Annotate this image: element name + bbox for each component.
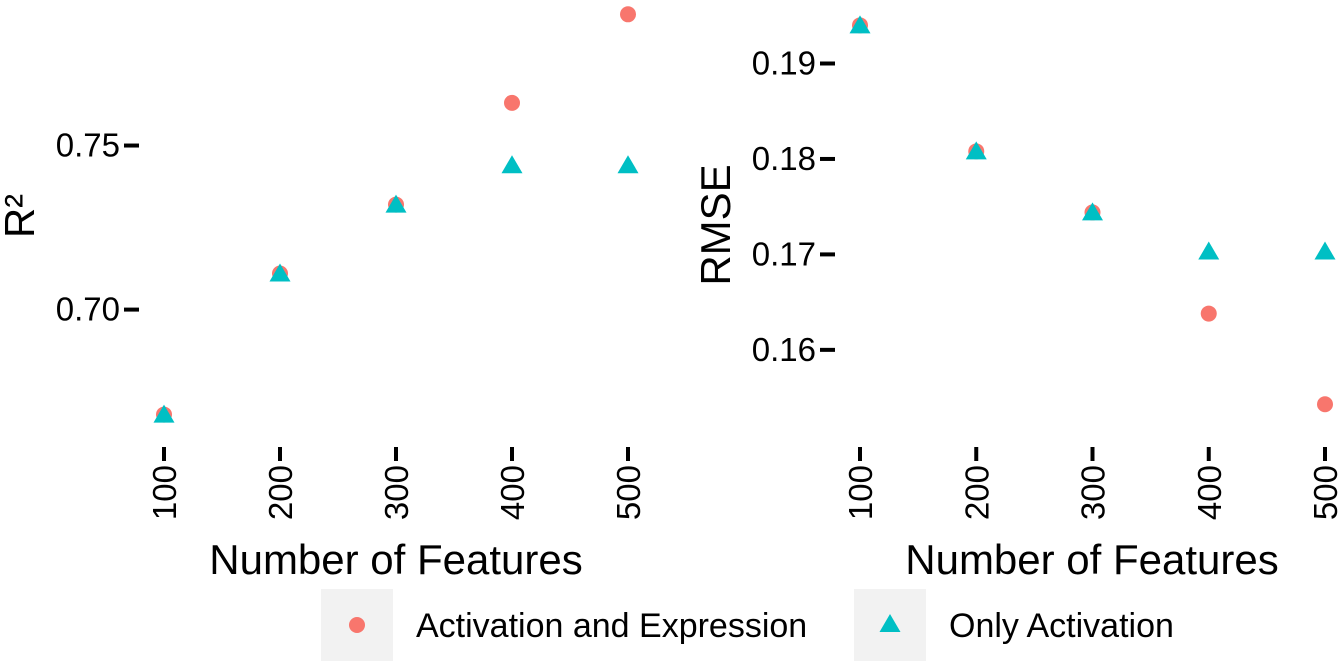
legend: Activation and Expression Only Activatio… bbox=[321, 589, 1174, 661]
point-only-activation bbox=[385, 194, 407, 213]
point-activation-and-expression bbox=[1200, 305, 1217, 322]
x-tick-label: 200 bbox=[262, 465, 299, 520]
y-tick-label: 0.70 bbox=[56, 291, 120, 328]
point-activation-and-expression bbox=[504, 94, 520, 111]
legend-marker-triangle bbox=[879, 614, 901, 632]
point-only-activation bbox=[1082, 202, 1103, 221]
point-only-activation bbox=[1198, 241, 1220, 260]
r2-x-axis-title: Number of Features bbox=[209, 536, 583, 583]
y-tick-label: 0.75 bbox=[56, 127, 120, 164]
point-only-activation bbox=[965, 141, 987, 160]
x-tick-label: 100 bbox=[842, 465, 879, 520]
x-tick-label: 500 bbox=[1307, 465, 1339, 520]
rmse-x-axis: 100 200 300 400 500 bbox=[842, 447, 1339, 520]
y-tick-label: 0.19 bbox=[752, 45, 816, 82]
r2-y-axis: 0.70 0.75 bbox=[56, 127, 139, 328]
r2-points bbox=[153, 6, 639, 423]
point-only-activation bbox=[501, 155, 523, 174]
rmse-x-axis-title: Number of Features bbox=[905, 536, 1279, 583]
r2-y-axis-title: R² bbox=[0, 194, 43, 238]
point-only-activation bbox=[617, 155, 639, 174]
point-only-activation bbox=[1314, 241, 1336, 260]
x-tick-label: 400 bbox=[494, 465, 531, 520]
rmse-y-axis-title: RMSE bbox=[692, 164, 739, 285]
y-tick-label: 0.18 bbox=[752, 140, 816, 177]
rmse-y-axis: 0.16 0.17 0.18 0.19 bbox=[752, 45, 835, 368]
point-activation-and-expression bbox=[620, 6, 636, 23]
legend-marker-circle bbox=[349, 617, 365, 633]
x-tick-label: 500 bbox=[610, 465, 647, 520]
x-tick-label: 200 bbox=[958, 465, 995, 520]
legend-label-only-activation: Only Activation bbox=[949, 607, 1174, 645]
r2-x-axis: 100 200 300 400 500 bbox=[146, 447, 647, 520]
x-tick-label: 300 bbox=[1075, 465, 1112, 520]
rmse-panel: 0.16 0.17 0.18 0.19 100 200 300 400 500 RMSE Nu… bbox=[692, 15, 1339, 583]
point-only-activation bbox=[849, 15, 871, 34]
y-tick-label: 0.16 bbox=[752, 331, 816, 368]
x-tick-label: 100 bbox=[146, 465, 183, 520]
point-only-activation bbox=[153, 404, 175, 423]
legend-label-activation-and-expression: Activation and Expression bbox=[416, 607, 807, 645]
x-tick-label: 400 bbox=[1191, 465, 1228, 520]
y-tick-label: 0.17 bbox=[752, 235, 816, 272]
rmse-points bbox=[849, 15, 1336, 413]
x-tick-label: 300 bbox=[378, 465, 415, 520]
point-only-activation bbox=[269, 263, 291, 282]
r2-panel: 0.70 0.75 100 200 300 400 500 R² Number of Fe… bbox=[0, 6, 647, 583]
point-activation-and-expression bbox=[1317, 396, 1333, 413]
